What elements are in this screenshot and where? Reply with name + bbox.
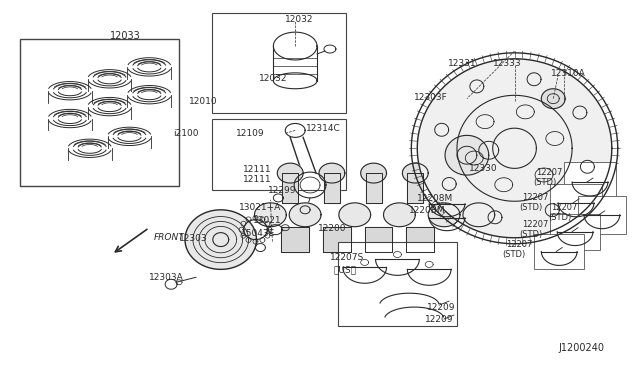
Text: 12207: 12207 — [551, 203, 578, 212]
Text: 13021+A: 13021+A — [239, 203, 281, 212]
Polygon shape — [324, 173, 340, 203]
Polygon shape — [417, 59, 612, 238]
Text: 12111: 12111 — [243, 165, 271, 174]
Bar — [534, 234, 584, 269]
Bar — [550, 214, 600, 250]
Polygon shape — [361, 163, 387, 183]
Polygon shape — [428, 203, 460, 227]
Polygon shape — [463, 203, 495, 227]
Text: 12207: 12207 — [506, 240, 532, 248]
Text: 15043E: 15043E — [241, 229, 275, 238]
Text: 12111: 12111 — [243, 175, 271, 184]
Text: (STD): (STD) — [548, 213, 572, 222]
Polygon shape — [185, 210, 257, 269]
Polygon shape — [383, 203, 415, 227]
Text: 12314C: 12314C — [306, 125, 341, 134]
Text: 1220BM: 1220BM — [410, 206, 446, 215]
Text: 12310A: 12310A — [551, 69, 586, 78]
Polygon shape — [289, 203, 321, 227]
Text: 12032: 12032 — [259, 74, 287, 83]
Text: 12033: 12033 — [109, 31, 140, 41]
Text: (STD): (STD) — [520, 230, 543, 239]
Bar — [338, 241, 457, 326]
Text: 12333: 12333 — [493, 59, 522, 68]
Text: 12207: 12207 — [536, 168, 563, 177]
Bar — [212, 13, 346, 113]
Bar — [212, 119, 346, 190]
Text: 12209: 12209 — [425, 315, 454, 324]
Text: 12299: 12299 — [268, 186, 297, 195]
Text: 12303F: 12303F — [414, 93, 448, 102]
Polygon shape — [365, 227, 392, 253]
Text: 12010: 12010 — [189, 97, 218, 106]
Text: J1200240: J1200240 — [558, 343, 604, 353]
Polygon shape — [319, 163, 345, 183]
Polygon shape — [403, 163, 428, 183]
Polygon shape — [323, 227, 351, 253]
Text: 12331: 12331 — [448, 59, 477, 68]
Bar — [564, 162, 616, 202]
Bar — [550, 184, 602, 222]
Text: FRONT: FRONT — [153, 232, 184, 242]
Polygon shape — [282, 173, 298, 203]
Text: (STD): (STD) — [502, 250, 526, 259]
Polygon shape — [255, 203, 286, 227]
Text: (STD): (STD) — [533, 178, 557, 187]
Polygon shape — [282, 227, 309, 253]
Polygon shape — [406, 227, 434, 253]
Text: 12207S: 12207S — [330, 253, 364, 263]
Text: 12303A: 12303A — [149, 273, 184, 282]
Text: i2100: i2100 — [173, 129, 198, 138]
Text: 12207: 12207 — [522, 193, 549, 202]
Text: 13021: 13021 — [253, 216, 281, 225]
Text: 12330: 12330 — [469, 164, 497, 173]
Bar — [578, 196, 626, 234]
Polygon shape — [277, 163, 303, 183]
Text: 12208M: 12208M — [417, 194, 454, 203]
Bar — [20, 39, 179, 186]
Polygon shape — [541, 89, 565, 109]
Text: 12207: 12207 — [522, 220, 549, 229]
Text: 12200: 12200 — [318, 224, 346, 233]
Text: 12109: 12109 — [236, 129, 264, 138]
Text: 12303: 12303 — [179, 234, 208, 243]
Polygon shape — [445, 135, 489, 175]
Polygon shape — [365, 173, 381, 203]
Text: 〈US〉: 〈US〉 — [334, 265, 357, 275]
Text: 12209: 12209 — [427, 303, 456, 312]
Polygon shape — [339, 203, 371, 227]
Text: (STD): (STD) — [520, 203, 543, 212]
Text: 12032: 12032 — [285, 15, 314, 24]
Polygon shape — [407, 173, 423, 203]
